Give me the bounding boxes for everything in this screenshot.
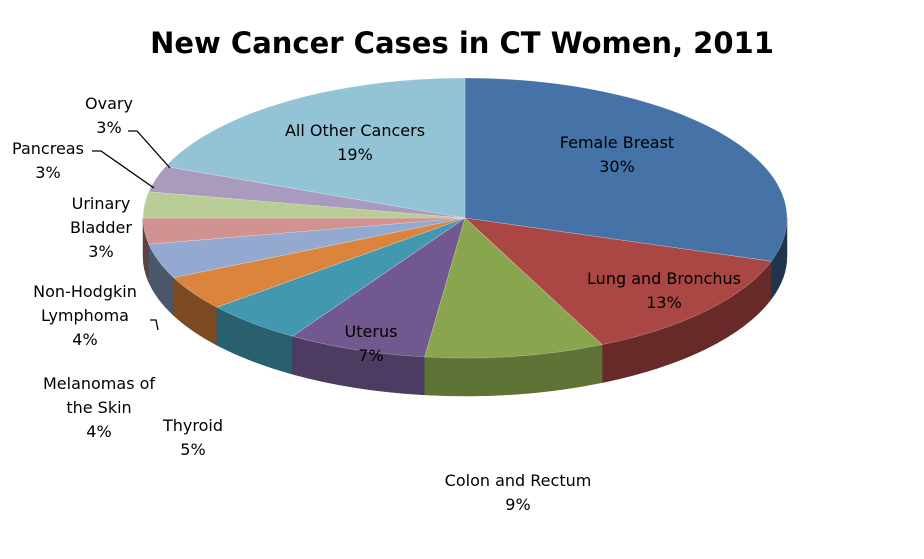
slice-all-other-cancers <box>165 77 466 219</box>
slice-label-colon-and-rectum: Colon and Rectum 9% <box>445 471 592 514</box>
slice-percent-label: 5% <box>180 440 205 459</box>
slice-lung-and-bronchus <box>464 217 772 346</box>
slice-female-breast <box>464 77 788 262</box>
slice-ovary <box>148 166 466 219</box>
slice-label-female-breast: Female Breast 30% <box>560 133 674 176</box>
slice-label-line: Thyroid <box>162 416 223 435</box>
slice-label-line: Melanomas of <box>43 374 155 393</box>
slice-label-lung-and-bronchus: Lung and Bronchus 13% <box>587 269 741 312</box>
slice-label-line: Bladder <box>70 218 132 237</box>
slice-label-melanomas-of-the-skin: Melanomas of the Skin 4% <box>43 374 155 441</box>
leader-line-pancreas <box>92 150 155 189</box>
leader-line-ovary <box>128 130 171 169</box>
slice-label-pancreas: Pancreas 3% <box>12 139 84 182</box>
slice-melanomas-of-the-skin <box>173 217 466 308</box>
slice-label-urinary-bladder: Urinary Bladder 3% <box>70 194 132 261</box>
slice-non-hodgkin-lymphoma <box>148 217 466 278</box>
slice-urinary-bladder <box>142 217 466 245</box>
slice-percent-label: 30% <box>599 157 635 176</box>
slice-label-line: All Other Cancers <box>285 121 425 140</box>
slice-percent-label: 19% <box>337 145 373 164</box>
pie-sides <box>142 217 788 397</box>
slice-pancreas <box>142 191 466 219</box>
slice-uterus <box>291 217 466 358</box>
slice-label-line: Urinary <box>72 194 131 213</box>
slice-thyroid <box>216 217 466 337</box>
slice-label-line: Colon and Rectum <box>445 471 592 490</box>
slice-label-line: Lung and Bronchus <box>587 269 741 288</box>
slice-percent-label: 9% <box>505 495 530 514</box>
slice-label-line: Pancreas <box>12 139 84 158</box>
slice-label-uterus: Uterus 7% <box>345 322 398 365</box>
slice-label-line: Female Breast <box>560 133 674 152</box>
slice-labels: Female Breast 30% Lung and Bronchus 13% Colo… <box>12 94 741 514</box>
leader-line-non-hodgkin-lymphoma <box>150 319 159 331</box>
pie-tops <box>142 77 788 359</box>
slice-percent-label: 7% <box>358 346 383 365</box>
leader-lines <box>92 130 171 331</box>
slice-percent-label: 13% <box>646 293 682 312</box>
slice-label-ovary: Ovary 3% <box>85 94 133 137</box>
slice-percent-label: 3% <box>96 118 121 137</box>
slice-label-line: Ovary <box>85 94 133 113</box>
slice-label-line: the Skin <box>66 398 131 417</box>
chart-title: New Cancer Cases in CT Women, 2011 <box>150 26 774 60</box>
slice-percent-label: 3% <box>35 163 60 182</box>
slice-percent-label: 3% <box>88 242 113 261</box>
slice-colon-and-rectum <box>424 217 603 359</box>
slice-label-line: Non-Hodgkin <box>33 282 137 301</box>
slice-percent-label: 4% <box>72 330 97 349</box>
slice-label-line: Lymphoma <box>41 306 129 325</box>
slice-label-non-hodgkin-lymphoma: Non-Hodgkin Lymphoma 4% <box>33 282 137 349</box>
slice-label-thyroid: Thyroid 5% <box>162 416 223 459</box>
slice-label-all-other-cancers: All Other Cancers 19% <box>285 121 425 164</box>
slice-label-line: Uterus <box>345 322 398 341</box>
slice-percent-label: 4% <box>86 422 111 441</box>
